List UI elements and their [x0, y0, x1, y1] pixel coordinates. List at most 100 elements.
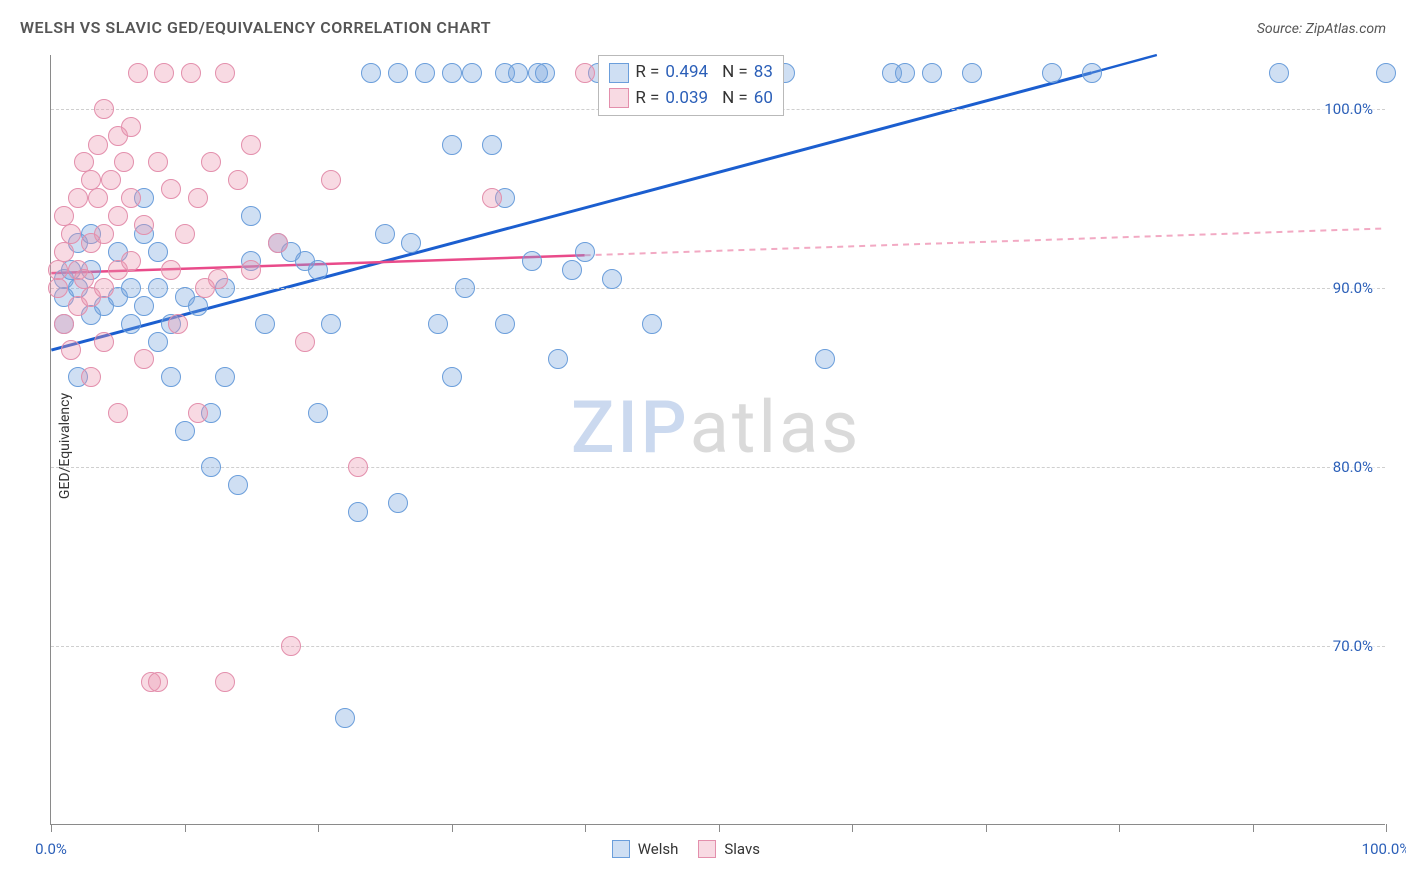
data-point [161, 179, 181, 199]
data-point [48, 260, 68, 280]
data-point [134, 296, 154, 316]
y-tick-label: 100.0% [1322, 100, 1375, 118]
x-tick-label: 0.0% [35, 840, 67, 858]
data-point [1376, 63, 1396, 83]
watermark-zip: ZIP [571, 385, 690, 470]
gridline [51, 646, 1385, 647]
stats-r-label: R = [635, 60, 659, 86]
data-point [188, 403, 208, 423]
data-point [228, 170, 248, 190]
data-point [255, 314, 275, 334]
data-point [121, 251, 141, 271]
legend-swatch [612, 840, 630, 858]
data-point [228, 475, 248, 495]
legend-swatch [609, 63, 629, 83]
data-point [361, 63, 381, 83]
y-tick-label: 90.0% [1331, 279, 1375, 297]
data-point [308, 403, 328, 423]
data-point [148, 278, 168, 298]
stats-r-label: R = [635, 86, 659, 112]
legend-swatch [609, 88, 629, 108]
x-tick [585, 824, 586, 832]
stats-r-value: 0.494 [665, 60, 708, 86]
chart-header: WELSH VS SLAVIC GED/EQUIVALENCY CORRELAT… [20, 18, 1386, 37]
x-tick [185, 824, 186, 832]
y-tick-label: 70.0% [1331, 637, 1375, 655]
data-point [61, 340, 81, 360]
data-point [375, 224, 395, 244]
x-tick [719, 824, 720, 832]
data-point [88, 188, 108, 208]
data-point [108, 403, 128, 423]
x-tick [852, 824, 853, 832]
data-point [188, 188, 208, 208]
data-point [495, 314, 515, 334]
data-point [175, 421, 195, 441]
data-point [54, 242, 74, 262]
data-point [295, 332, 315, 352]
y-tick-label: 80.0% [1331, 458, 1375, 476]
gridline [51, 288, 1385, 289]
legend-label: Slavs [724, 840, 760, 858]
data-point [815, 349, 835, 369]
data-point [148, 332, 168, 352]
data-point [101, 170, 121, 190]
data-point [401, 233, 421, 253]
data-point [94, 224, 114, 244]
data-point [442, 367, 462, 387]
data-point [348, 502, 368, 522]
data-point [215, 367, 235, 387]
data-point [428, 314, 448, 334]
x-tick [1119, 824, 1120, 832]
data-point [642, 314, 662, 334]
data-point [148, 672, 168, 692]
data-point [208, 269, 228, 289]
data-point [48, 278, 68, 298]
legend-swatch [698, 840, 716, 858]
data-point [241, 260, 261, 280]
data-point [962, 63, 982, 83]
data-point [54, 314, 74, 334]
data-point [154, 63, 174, 83]
data-point [415, 63, 435, 83]
stats-row: R =0.039N =60 [609, 86, 773, 112]
data-point [161, 260, 181, 280]
data-point [181, 63, 201, 83]
data-point [308, 260, 328, 280]
legend: Welsh Slavs [612, 840, 760, 858]
stats-n-value: 60 [754, 86, 773, 112]
data-point [215, 672, 235, 692]
data-point [922, 63, 942, 83]
data-point [348, 457, 368, 477]
data-point [148, 242, 168, 262]
x-tick [452, 824, 453, 832]
legend-item: Slavs [698, 840, 760, 858]
data-point [1269, 63, 1289, 83]
data-point [895, 63, 915, 83]
data-point [1042, 63, 1062, 83]
legend-label: Welsh [638, 840, 679, 858]
data-point [201, 457, 221, 477]
stats-n-label: N = [722, 60, 748, 86]
data-point [522, 251, 542, 271]
data-point [134, 215, 154, 235]
data-point [81, 367, 101, 387]
data-point [388, 493, 408, 513]
data-point [562, 260, 582, 280]
data-point [241, 135, 261, 155]
data-point [201, 152, 221, 172]
data-point [268, 233, 288, 253]
legend-item: Welsh [612, 840, 679, 858]
data-point [121, 117, 141, 137]
data-point [388, 63, 408, 83]
watermark-atlas: atlas [690, 385, 862, 470]
x-tick [1386, 824, 1387, 832]
data-point [575, 242, 595, 262]
data-point [168, 314, 188, 334]
data-point [321, 170, 341, 190]
data-point [508, 63, 528, 83]
data-point [148, 152, 168, 172]
chart-title: WELSH VS SLAVIC GED/EQUIVALENCY CORRELAT… [20, 18, 491, 37]
stats-row: R =0.494N =83 [609, 60, 773, 86]
data-point [1082, 63, 1102, 83]
